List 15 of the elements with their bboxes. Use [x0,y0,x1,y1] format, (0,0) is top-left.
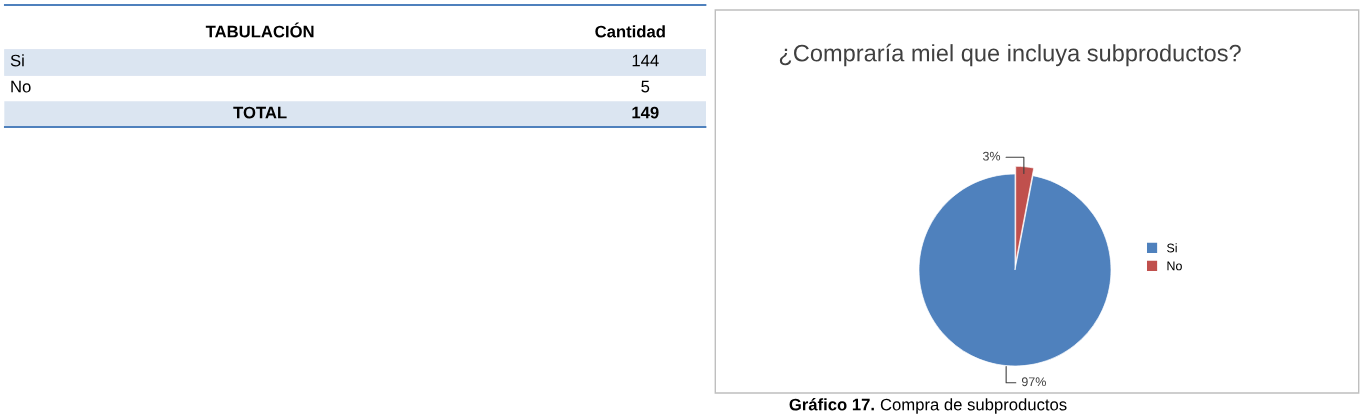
data-label: 144 [632,54,659,67]
category-label: Si [10,54,24,67]
chart-title: ¿Compraría miel que incluya subproductos? [779,43,1241,67]
text: 149 [632,106,659,119]
data-label: 3% [982,151,1001,161]
legend-label: Si [1167,243,1177,253]
data-label: 97% [1021,377,1046,387]
text: Compra de subproductos [880,398,1067,414]
text: Gráfico 17. [789,398,874,411]
legend-label: No [1167,261,1182,271]
text: TABULACIÓN [205,22,314,38]
text: Cantidad [595,25,665,38]
category-label: No [11,80,31,93]
data-label: 5 [641,80,650,93]
text: TOTAL [233,106,287,119]
